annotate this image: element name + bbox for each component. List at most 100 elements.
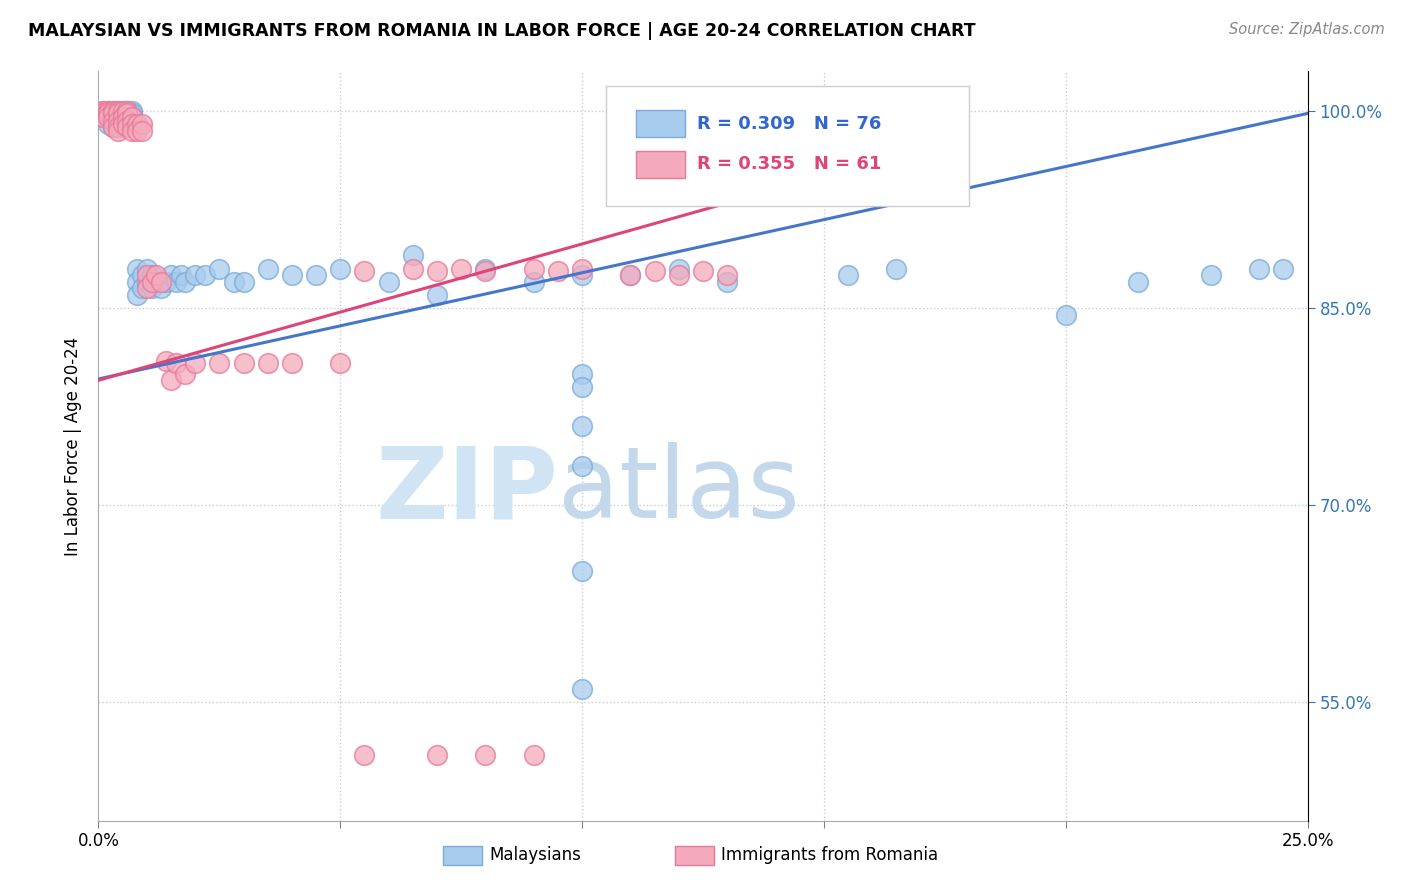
- Point: [91, 111, 114, 125]
- Point: [117, 111, 139, 125]
- Point: [97, 117, 120, 131]
- Text: MALAYSIAN VS IMMIGRANTS FROM ROMANIA IN LABOR FORCE | AGE 20-24 CORRELATION CHAR: MALAYSIAN VS IMMIGRANTS FROM ROMANIA IN …: [28, 22, 976, 40]
- Point: [150, 281, 173, 295]
- Point: [131, 123, 153, 137]
- Point: [97, 106, 120, 120]
- Point: [91, 111, 114, 125]
- Point: [107, 114, 129, 128]
- Point: [619, 268, 641, 282]
- Point: [141, 275, 163, 289]
- Point: [1272, 261, 1295, 276]
- Point: [523, 275, 546, 289]
- Point: [571, 419, 593, 434]
- Point: [644, 264, 666, 278]
- Point: [101, 120, 124, 134]
- Point: [1054, 308, 1077, 322]
- Point: [232, 356, 254, 370]
- Point: [91, 103, 114, 118]
- Text: R = 0.355   N = 61: R = 0.355 N = 61: [697, 155, 882, 173]
- Point: [150, 275, 173, 289]
- Point: [692, 264, 714, 278]
- Point: [353, 747, 375, 762]
- Point: [121, 106, 143, 120]
- Point: [716, 268, 738, 282]
- Point: [426, 264, 449, 278]
- Point: [571, 380, 593, 394]
- Point: [571, 261, 593, 276]
- Point: [571, 682, 593, 697]
- Point: [107, 106, 129, 120]
- Point: [619, 268, 641, 282]
- Point: [165, 356, 187, 370]
- Point: [107, 103, 129, 118]
- Point: [101, 114, 124, 128]
- Point: [121, 103, 143, 118]
- Point: [111, 106, 134, 120]
- Point: [208, 261, 231, 276]
- Point: [402, 261, 425, 276]
- FancyBboxPatch shape: [606, 87, 969, 206]
- Point: [329, 261, 352, 276]
- Point: [668, 268, 690, 282]
- Point: [131, 268, 153, 282]
- Point: [131, 281, 153, 295]
- Point: [184, 356, 207, 370]
- Point: [117, 120, 139, 134]
- Point: [97, 103, 120, 118]
- Point: [91, 106, 114, 120]
- Text: Source: ZipAtlas.com: Source: ZipAtlas.com: [1229, 22, 1385, 37]
- Point: [155, 353, 177, 368]
- Point: [141, 281, 163, 295]
- Point: [160, 268, 183, 282]
- Point: [184, 268, 207, 282]
- Point: [121, 111, 143, 125]
- Point: [117, 114, 139, 128]
- Point: [353, 264, 375, 278]
- Point: [141, 268, 163, 282]
- Point: [111, 103, 134, 118]
- Point: [1128, 275, 1150, 289]
- Point: [121, 117, 143, 131]
- Point: [117, 114, 139, 128]
- Point: [97, 111, 120, 125]
- Point: [571, 458, 593, 473]
- Point: [145, 275, 167, 289]
- Point: [547, 264, 569, 278]
- Point: [131, 117, 153, 131]
- Text: atlas: atlas: [558, 442, 800, 540]
- Point: [101, 106, 124, 120]
- Point: [101, 103, 124, 118]
- Point: [97, 111, 120, 125]
- Point: [97, 106, 120, 120]
- Point: [121, 123, 143, 137]
- Point: [571, 268, 593, 282]
- Point: [117, 103, 139, 118]
- Point: [716, 275, 738, 289]
- Point: [101, 111, 124, 125]
- Point: [474, 264, 496, 278]
- Point: [107, 120, 129, 134]
- Point: [145, 268, 167, 282]
- Point: [281, 268, 304, 282]
- Point: [101, 103, 124, 118]
- FancyBboxPatch shape: [637, 151, 685, 178]
- Point: [222, 275, 245, 289]
- Point: [111, 117, 134, 131]
- Point: [135, 268, 157, 282]
- Point: [107, 120, 129, 134]
- Text: ZIP: ZIP: [375, 442, 558, 540]
- Point: [571, 367, 593, 381]
- Point: [281, 356, 304, 370]
- Point: [111, 117, 134, 131]
- Point: [837, 268, 859, 282]
- Point: [101, 120, 124, 134]
- Point: [107, 123, 129, 137]
- Point: [117, 103, 139, 118]
- Point: [135, 275, 157, 289]
- Point: [97, 103, 120, 118]
- Point: [256, 356, 278, 370]
- Point: [450, 261, 472, 276]
- Point: [155, 275, 177, 289]
- Text: R = 0.309   N = 76: R = 0.309 N = 76: [697, 115, 882, 133]
- Point: [121, 111, 143, 125]
